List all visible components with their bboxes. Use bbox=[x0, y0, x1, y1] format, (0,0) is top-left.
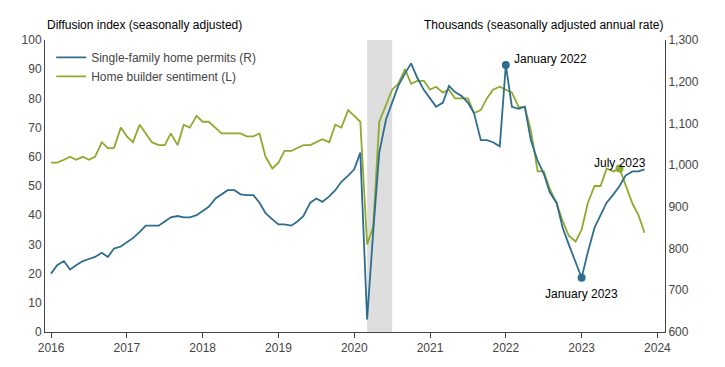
svg-text:700: 700 bbox=[668, 283, 688, 297]
svg-text:900: 900 bbox=[668, 200, 688, 214]
svg-text:2018: 2018 bbox=[189, 341, 216, 355]
svg-text:1,300: 1,300 bbox=[668, 33, 698, 47]
svg-text:70: 70 bbox=[28, 121, 42, 135]
svg-text:2021: 2021 bbox=[417, 341, 444, 355]
svg-text:January 2022: January 2022 bbox=[514, 52, 587, 66]
svg-text:1,200: 1,200 bbox=[668, 75, 698, 89]
svg-text:600: 600 bbox=[668, 325, 688, 339]
svg-text:20: 20 bbox=[28, 267, 42, 281]
svg-text:10: 10 bbox=[28, 296, 42, 310]
svg-text:0: 0 bbox=[35, 325, 42, 339]
svg-text:Home builder sentiment (L): Home builder sentiment (L) bbox=[91, 70, 236, 84]
svg-text:60: 60 bbox=[28, 150, 42, 164]
svg-text:800: 800 bbox=[668, 242, 688, 256]
svg-text:Thousands (seasonally adjusted: Thousands (seasonally adjusted annual ra… bbox=[424, 18, 663, 32]
svg-text:2020: 2020 bbox=[341, 341, 368, 355]
svg-text:2022: 2022 bbox=[492, 341, 519, 355]
svg-text:2019: 2019 bbox=[265, 341, 292, 355]
svg-text:2016: 2016 bbox=[38, 341, 65, 355]
svg-text:80: 80 bbox=[28, 92, 42, 106]
svg-text:2023: 2023 bbox=[568, 341, 595, 355]
svg-text:40: 40 bbox=[28, 208, 42, 222]
svg-text:50: 50 bbox=[28, 179, 42, 193]
svg-text:1,000: 1,000 bbox=[668, 158, 698, 172]
svg-text:2017: 2017 bbox=[114, 341, 141, 355]
svg-text:100: 100 bbox=[22, 33, 42, 47]
svg-text:90: 90 bbox=[28, 62, 42, 76]
svg-text:1,100: 1,100 bbox=[668, 117, 698, 131]
svg-text:Diffusion index (seasonally ad: Diffusion index (seasonally adjusted) bbox=[47, 18, 242, 32]
svg-text:January 2023: January 2023 bbox=[545, 287, 618, 301]
svg-text:Single-family home permits (R): Single-family home permits (R) bbox=[91, 51, 256, 65]
svg-text:July 2023: July 2023 bbox=[594, 156, 646, 170]
svg-text:2024: 2024 bbox=[644, 341, 671, 355]
svg-text:30: 30 bbox=[28, 238, 42, 252]
